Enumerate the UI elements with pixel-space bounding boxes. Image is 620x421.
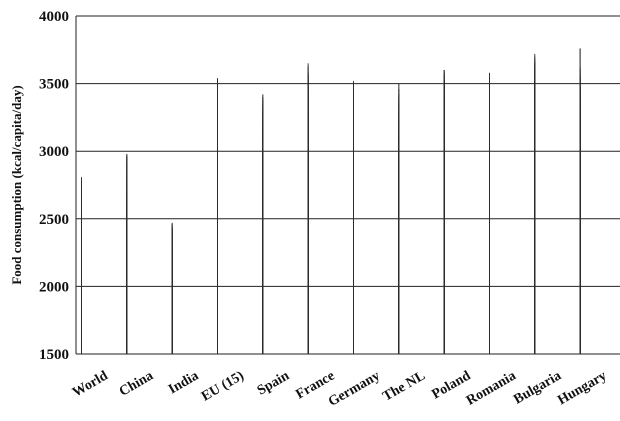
bar: [217, 78, 218, 354]
bar: [579, 110, 581, 354]
bar: [262, 94, 264, 354]
y-tick-label: 2000: [39, 279, 69, 295]
series-group: [398, 83, 400, 355]
bar: [81, 176, 82, 354]
series-group: [171, 222, 173, 354]
y-tick-label: 3000: [39, 144, 69, 160]
x-category-label: India: [166, 368, 201, 397]
bar: [126, 157, 128, 354]
bar: [398, 83, 400, 354]
y-tick-label: 2500: [39, 212, 69, 228]
gridlines: [76, 15, 620, 355]
x-category-label: China: [117, 368, 156, 399]
series-group: [126, 153, 128, 354]
x-category-label: The NL: [380, 368, 428, 404]
series-group: [489, 72, 490, 355]
x-category-label: EU (15): [199, 368, 247, 404]
y-tick-labels: 1500 2000 2500 3000 3500 4000: [39, 9, 69, 363]
bar: [353, 82, 354, 355]
x-category-label: Hungary: [555, 368, 609, 408]
bar: [534, 167, 536, 354]
x-category-label: Spain: [255, 368, 292, 398]
series-group: [262, 94, 264, 355]
y-axis-label: Food consumption (kcal/capita/day): [9, 85, 24, 284]
series-group: [81, 176, 82, 354]
x-category-label: World: [70, 368, 111, 400]
series-group: [307, 63, 309, 355]
series-group: [353, 80, 354, 355]
x-category-label: Germany: [326, 368, 383, 409]
bar: [489, 72, 490, 354]
series-group: [579, 48, 581, 355]
series-group: [534, 53, 536, 355]
bar: [307, 66, 309, 355]
y-tick-label: 3500: [39, 77, 69, 93]
bars: [81, 48, 581, 355]
x-category-label: Romania: [464, 368, 519, 408]
series-group: [217, 78, 218, 355]
y-tick-label: 4000: [39, 9, 69, 25]
bar: [171, 222, 173, 354]
series-group: [443, 70, 445, 355]
x-category-label: Bulgaria: [511, 368, 564, 407]
y-tick-label: 1500: [39, 347, 69, 363]
bar: [443, 101, 445, 355]
